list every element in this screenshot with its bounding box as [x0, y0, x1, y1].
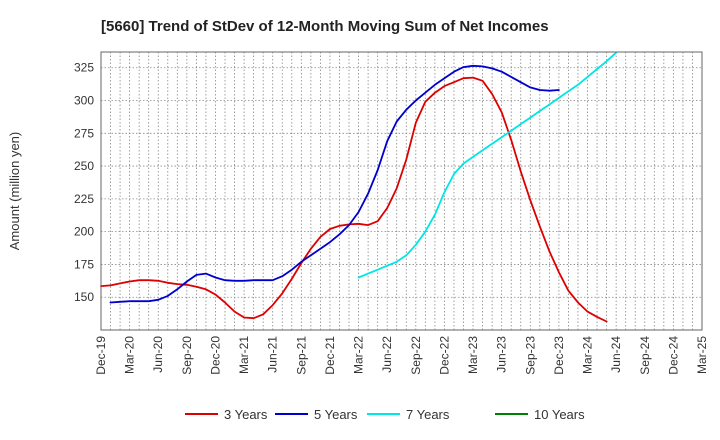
legend-label-10-years: 10 Years — [534, 407, 585, 422]
legend-label-7-years: 7 Years — [406, 407, 450, 422]
y-tick-label: 275 — [74, 126, 94, 140]
x-tick-label: Dec-21 — [323, 336, 337, 375]
x-tick-label: Mar-25 — [695, 336, 709, 374]
x-tick-label: Dec-20 — [208, 336, 222, 375]
plot-frame — [100, 51, 703, 331]
legend-label-5-years: 5 Years — [314, 407, 358, 422]
x-tick-label: Dec-24 — [666, 336, 680, 375]
x-tick-label: Mar-23 — [466, 336, 480, 374]
x-tick-label: Mar-21 — [237, 336, 251, 374]
tick-layer: 150 175 200 225 250 275 300 325 Dec-19 Mar-20 Jun-… — [74, 61, 709, 375]
y-tick-label: 225 — [74, 192, 94, 206]
chart-title: [5660] Trend of StDev of 12-Month Moving… — [101, 18, 549, 35]
y-axis-title: Amount (million yen) — [7, 132, 22, 251]
legend: 3 Years 5 Years 7 Years 10 Years — [185, 407, 585, 422]
x-tick-label: Jun-22 — [380, 336, 394, 373]
x-tick-label: Sep-22 — [409, 336, 423, 375]
x-tick-label: Dec-19 — [94, 336, 108, 375]
x-tick-label: Dec-22 — [437, 336, 451, 375]
x-tick-label: Mar-24 — [581, 336, 595, 374]
series-layer — [100, 51, 617, 323]
x-tick-label: Jun-20 — [151, 336, 165, 373]
grid-layer — [101, 52, 702, 330]
x-tick-label: Jun-23 — [495, 336, 509, 373]
y-tick-label: 250 — [74, 159, 94, 173]
series-line-3-years — [100, 76, 608, 323]
x-tick-label: Sep-20 — [180, 336, 194, 375]
y-tick-label: 200 — [74, 225, 94, 239]
legend-label-3-years: 3 Years — [224, 407, 268, 422]
y-tick-label: 325 — [74, 61, 94, 75]
x-tick-label: Mar-22 — [352, 336, 366, 374]
x-tick-label: Sep-23 — [523, 336, 537, 375]
x-tick-label: Sep-24 — [638, 336, 652, 375]
series-line-5-years — [109, 64, 560, 304]
x-tick-label: Jun-21 — [266, 336, 280, 373]
x-tick-label: Jun-24 — [609, 336, 623, 373]
y-tick-label: 300 — [74, 94, 94, 108]
x-tick-label: Sep-21 — [294, 336, 308, 375]
series-line-7-years — [357, 51, 617, 279]
y-tick-label: 150 — [74, 290, 94, 304]
x-tick-label: Mar-20 — [123, 336, 137, 374]
y-tick-label: 175 — [74, 257, 94, 271]
x-tick-label: Dec-23 — [552, 336, 566, 375]
